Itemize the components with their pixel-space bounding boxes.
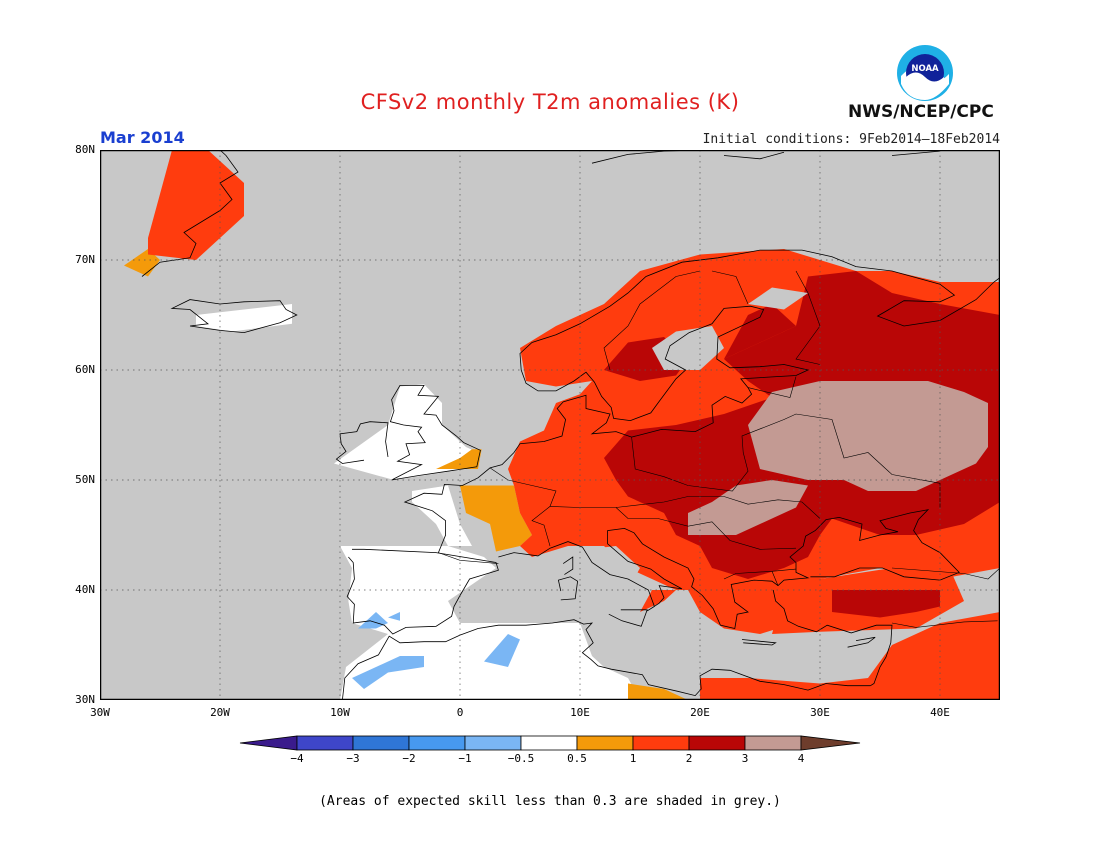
colorbar-segment xyxy=(632,735,690,751)
coastline-segment xyxy=(847,636,876,648)
longitude-label: 30E xyxy=(810,706,830,719)
very-hot-ukraine xyxy=(688,480,808,535)
cool-algeria xyxy=(484,634,520,667)
colorbar-label: −4 xyxy=(290,752,304,765)
warm-libya xyxy=(628,683,688,700)
coastline-segment xyxy=(891,150,941,156)
colorbar-segment xyxy=(352,735,410,751)
longitude-label: 20E xyxy=(690,706,710,719)
normal-iceland xyxy=(196,304,292,332)
colorbar-label: −0.5 xyxy=(507,752,535,765)
border-segment xyxy=(771,571,779,586)
colorbar-segment xyxy=(296,735,354,751)
warm-france xyxy=(460,485,532,552)
anomaly-map xyxy=(100,150,1000,700)
coastline-segment xyxy=(741,639,777,646)
border-segment xyxy=(891,620,998,628)
chart-title: CFSv2 monthly T2m anomalies (K) xyxy=(360,90,740,114)
colorbar-arrow-low xyxy=(239,735,298,751)
longitude-label: 0 xyxy=(456,706,464,719)
longitude-label: 40E xyxy=(930,706,950,719)
longitude-label: 10E xyxy=(570,706,590,719)
coastline-segment xyxy=(498,509,960,629)
colorbar-label: 1 xyxy=(629,752,637,765)
coastlines xyxy=(141,150,1000,700)
hot-turkey-patch xyxy=(832,590,940,618)
initial-conditions: Initial conditions: 9Feb2014–18Feb2014 xyxy=(702,132,1000,147)
normal-france-west xyxy=(412,485,472,546)
border-segment xyxy=(891,567,1000,580)
hot-finland xyxy=(724,304,796,359)
border-segment xyxy=(438,552,499,564)
skill-note: (Areas of expected skill less than 0.3 a… xyxy=(319,794,781,809)
cool-spain-dot xyxy=(388,612,400,621)
mask-sweden xyxy=(652,326,724,370)
coastline-segment xyxy=(403,249,1000,553)
coastline-segment xyxy=(772,589,893,687)
longitude-label: 20W xyxy=(210,706,230,719)
colorbar-segment xyxy=(464,735,522,751)
coastline-segment xyxy=(170,299,298,334)
agency-label: NWS/NCEP/CPC xyxy=(848,102,994,122)
coastline-segment xyxy=(562,556,574,575)
latitude-label: 50N xyxy=(75,473,95,486)
coastline-segment xyxy=(342,619,871,700)
noaa-logo: NOAA xyxy=(897,45,953,101)
coastline-segment xyxy=(346,548,499,635)
coastline-segment xyxy=(335,421,389,464)
colorbar-label: −3 xyxy=(346,752,360,765)
colorbar-segment xyxy=(576,735,634,751)
colorbar-segment xyxy=(688,735,746,751)
normal-britain xyxy=(334,384,478,480)
longitude-label: 10W xyxy=(330,706,350,719)
border-segment xyxy=(723,568,797,580)
graticule xyxy=(100,150,1000,700)
latitude-label: 70N xyxy=(75,253,95,266)
map-frame xyxy=(100,150,1000,700)
latitude-label: 30N xyxy=(75,693,95,706)
colorbar-segment xyxy=(520,735,578,751)
longitude-label: 30W xyxy=(90,706,110,719)
colorbar-arrow-high xyxy=(800,735,861,751)
colorbar-segment xyxy=(744,735,802,751)
colorbar-label: 2 xyxy=(685,752,693,765)
cool-morocco xyxy=(352,656,424,689)
border-segment xyxy=(631,413,941,508)
latitude-label: 80N xyxy=(75,143,95,156)
border-segment xyxy=(603,270,701,371)
colorbar-label: 0.5 xyxy=(567,752,587,765)
border-segment xyxy=(549,496,821,519)
forecast-month: Mar 2014 xyxy=(100,128,185,147)
warm-north-africa-east xyxy=(700,612,1000,700)
colorbar-label: 4 xyxy=(797,752,805,765)
latitude-label: 60N xyxy=(75,363,95,376)
coastline-segment xyxy=(608,609,648,627)
warm-east-england xyxy=(436,449,482,469)
border-segment xyxy=(711,270,749,305)
colorbar-label: −1 xyxy=(458,752,472,765)
colorbar-label: 3 xyxy=(741,752,749,765)
coastline-segment xyxy=(141,150,239,277)
mask-kola xyxy=(748,287,808,310)
latitude-label: 40N xyxy=(75,583,95,596)
logo-text: NOAA xyxy=(911,64,939,74)
colorbar-segment xyxy=(408,735,466,751)
colorbar-label: −2 xyxy=(402,752,416,765)
border-segment xyxy=(489,467,557,547)
border-segment xyxy=(747,376,797,398)
coastline-segment xyxy=(557,576,579,601)
coastline-segment xyxy=(389,385,481,481)
very-hot-russia xyxy=(748,381,988,491)
coastline-segment xyxy=(723,151,785,160)
